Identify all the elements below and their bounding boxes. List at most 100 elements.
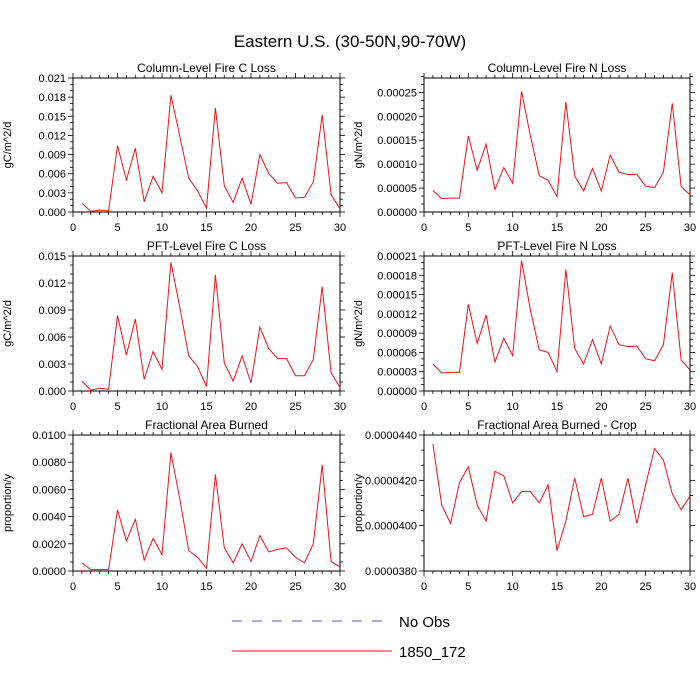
y-tick-label: 0.00018 (377, 270, 417, 282)
y-tick-label: 0.018 (38, 92, 66, 104)
legend-entry-obs: No Obs (232, 614, 450, 631)
x-tick-label: 30 (334, 222, 346, 234)
y-axis-label: proportion/y (353, 473, 365, 532)
panel-title: PFT-Level Fire N Loss (497, 239, 616, 253)
x-tick-label: 30 (684, 222, 696, 234)
panel-4: PFT-Level Fire N Loss 0 5 10 15 20 25 30 0.00000… (353, 239, 696, 413)
y-tick-label: 0.0100 (32, 430, 66, 442)
y-tick-label: 0.009 (38, 305, 66, 317)
x-tick-label: 30 (334, 401, 346, 413)
x-tick-label: 25 (289, 581, 301, 593)
y-tick-label: 0.0000400 (365, 521, 417, 533)
x-tick-label: 0 (421, 581, 427, 593)
y-tick-label: 0.00012 (377, 309, 417, 321)
x-tick-label: 20 (245, 581, 257, 593)
legend: No Obs 1850_172 (232, 614, 466, 661)
legend-entry-run: 1850_172 (232, 644, 466, 661)
x-tick-label: 25 (640, 401, 652, 413)
x-tick-label: 25 (289, 222, 301, 234)
y-tick-label: 0.000 (38, 207, 66, 219)
panel-title: Column-Level Fire N Loss (488, 61, 627, 75)
x-tick-label: 0 (421, 222, 427, 234)
y-tick-label: 0.015 (38, 251, 66, 263)
y-tick-label: 0.006 (38, 169, 66, 181)
x-tick-label: 15 (200, 222, 212, 234)
y-tick-label: 0.00021 (377, 251, 417, 263)
x-tick-label: 10 (507, 222, 519, 234)
y-tick-label: 0.009 (38, 150, 66, 162)
x-tick-label: 0 (421, 401, 427, 413)
y-tick-label: 0.021 (38, 73, 66, 85)
figure-title: Eastern U.S. (30-50N,90-70W) (234, 32, 466, 51)
y-tick-label: 0.006 (38, 332, 66, 344)
y-tick-label: 0.012 (38, 278, 66, 290)
x-tick-label: 5 (114, 401, 120, 413)
x-tick-label: 10 (156, 401, 168, 413)
x-tick-label: 25 (640, 581, 652, 593)
x-tick-label: 15 (200, 581, 212, 593)
x-tick-label: 0 (70, 581, 76, 593)
x-tick-label: 10 (507, 401, 519, 413)
x-tick-label: 30 (684, 401, 696, 413)
y-tick-label: 0.00009 (377, 328, 417, 340)
y-tick-label: 0.0000380 (365, 566, 417, 578)
x-tick-label: 15 (551, 581, 563, 593)
panel-3: PFT-Level Fire C Loss 0 5 10 15 20 25 30 0.000 0.… (2, 239, 346, 413)
panel-title: Fractional Area Burned (145, 418, 268, 432)
y-axis-label: gN/m^2/d (353, 300, 365, 347)
panel-title: Column-Level Fire C Loss (137, 61, 276, 75)
y-tick-label: 0.00000 (377, 386, 417, 398)
x-tick-label: 0 (70, 401, 76, 413)
panel-title: Fractional Area Burned - Crop (477, 418, 637, 432)
x-tick-label: 10 (507, 581, 519, 593)
x-tick-label: 5 (114, 222, 120, 234)
x-tick-label: 0 (70, 222, 76, 234)
series-line (81, 452, 341, 571)
y-tick-label: 0.003 (38, 188, 66, 200)
legend-label-run: 1850_172 (399, 644, 466, 661)
x-tick-label: 5 (465, 222, 471, 234)
x-tick-label: 25 (640, 222, 652, 234)
x-tick-label: 5 (114, 581, 120, 593)
x-tick-label: 10 (156, 581, 168, 593)
x-tick-label: 25 (289, 401, 301, 413)
y-tick-label: 0.003 (38, 359, 66, 371)
x-tick-label: 20 (245, 401, 257, 413)
y-tick-label: 0.00015 (377, 290, 417, 302)
x-tick-label: 15 (551, 401, 563, 413)
legend-label-obs: No Obs (399, 614, 450, 631)
plot-frame (72, 77, 341, 213)
x-tick-label: 15 (200, 401, 212, 413)
y-axis-label: gC/m^2/d (2, 300, 14, 347)
panel-5: Fractional Area Burned 0 5 10 15 20 25 30 0.0000… (2, 418, 346, 593)
x-tick-label: 5 (465, 581, 471, 593)
series-line (81, 95, 341, 212)
y-tick-label: 0.00000 (377, 207, 417, 219)
y-tick-label: 0.00025 (377, 87, 417, 99)
plot-frame (72, 434, 341, 572)
panel-2: Column-Level Fire N Loss 0 5 10 15 20 25 30 0.00… (353, 61, 696, 234)
series-line (432, 260, 691, 374)
y-tick-label: 0.0000440 (365, 430, 417, 442)
x-tick-label: 20 (595, 401, 607, 413)
panels: Column-Level Fire C Loss 0 5 10 15 20 25 30 0.00… (2, 61, 696, 593)
y-tick-label: 0.0000 (32, 566, 66, 578)
y-tick-label: 0.00020 (377, 111, 417, 123)
y-tick-label: 0.0080 (32, 457, 66, 469)
x-tick-label: 15 (551, 222, 563, 234)
y-tick-label: 0.0000420 (365, 475, 417, 487)
x-tick-label: 30 (684, 581, 696, 593)
y-tick-label: 0.000 (38, 386, 66, 398)
panel-title: PFT-Level Fire C Loss (147, 239, 266, 253)
x-tick-label: 30 (334, 581, 346, 593)
panel-6: Fractional Area Burned - Crop 0 5 10 15 20 25 3… (353, 418, 696, 593)
y-tick-label: 0.00005 (377, 183, 417, 195)
y-tick-label: 0.015 (38, 111, 66, 123)
y-tick-label: 0.00015 (377, 135, 417, 147)
y-axis-label: gC/m^2/d (2, 122, 14, 169)
panel-1: Column-Level Fire C Loss 0 5 10 15 20 25 30 0.00… (2, 61, 346, 234)
y-tick-label: 0.00006 (377, 347, 417, 359)
x-tick-label: 10 (156, 222, 168, 234)
y-tick-label: 0.00010 (377, 159, 417, 171)
